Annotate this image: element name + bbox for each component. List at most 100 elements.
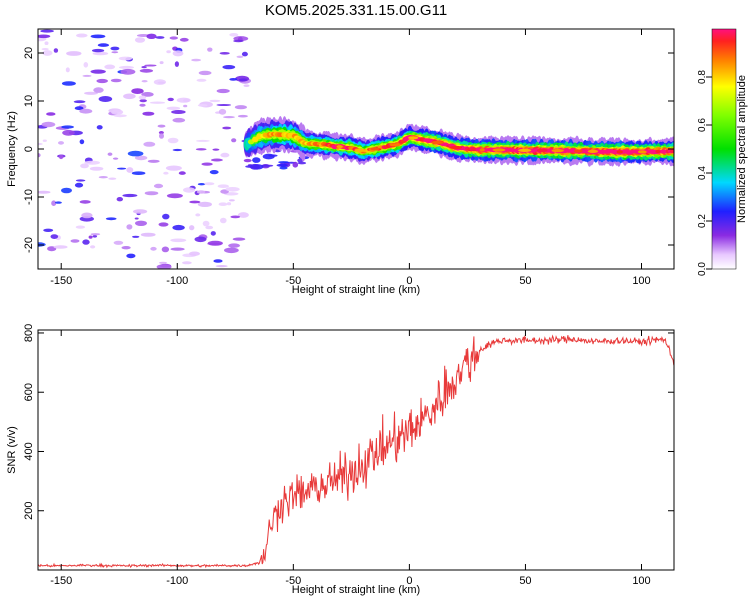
noise-blob bbox=[232, 237, 246, 241]
noise-blob bbox=[61, 81, 76, 86]
x-tick-label: -50 bbox=[285, 275, 301, 287]
colorbar-label: Normalized spectral amplitude bbox=[736, 75, 748, 223]
noise-blob bbox=[198, 70, 212, 76]
colorbar-tick-label: 0.2 bbox=[697, 214, 708, 228]
noise-blob bbox=[162, 213, 170, 220]
y-tick-label: 200 bbox=[23, 502, 35, 520]
x-tick-label: 0 bbox=[406, 575, 412, 587]
noise-blob bbox=[207, 47, 213, 52]
noise-blob bbox=[191, 58, 202, 62]
noise-blob bbox=[66, 51, 82, 56]
noise-blob bbox=[110, 78, 122, 83]
snr-panel: -150 -100 -50 0 50 100 200 400 600 800 Height of … bbox=[6, 324, 675, 596]
noise-blob bbox=[88, 235, 93, 239]
noise-blob bbox=[81, 212, 93, 219]
noise-blob bbox=[92, 51, 109, 56]
noise-blob bbox=[165, 165, 182, 171]
x-tick-label: -150 bbox=[50, 275, 72, 287]
noise-blob bbox=[217, 184, 229, 188]
noise-blob bbox=[159, 261, 167, 264]
noise-blob bbox=[80, 163, 89, 169]
y-tick-label: 800 bbox=[23, 324, 35, 342]
noise-blob bbox=[268, 154, 278, 157]
noise-blob bbox=[237, 114, 248, 118]
noise-blob bbox=[96, 78, 108, 84]
noise-blob bbox=[183, 104, 188, 108]
noise-blob bbox=[197, 104, 208, 107]
ridge-peak bbox=[449, 145, 463, 150]
noise-blob bbox=[79, 139, 85, 145]
noise-blob bbox=[167, 137, 179, 144]
noise-blob bbox=[233, 39, 244, 43]
noise-blob bbox=[90, 233, 101, 236]
noise-blob bbox=[216, 104, 232, 106]
noise-blob bbox=[279, 166, 288, 170]
x-tick-label: 50 bbox=[519, 275, 531, 287]
noise-blob bbox=[236, 55, 244, 58]
noise-blob bbox=[241, 51, 248, 57]
noise-blob bbox=[132, 235, 140, 238]
noise-blob bbox=[111, 51, 119, 54]
noise-blob bbox=[126, 167, 134, 173]
noise-blob bbox=[170, 238, 187, 243]
noise-blob bbox=[134, 155, 148, 161]
noise-blob bbox=[215, 265, 228, 268]
noise-blob bbox=[108, 177, 117, 180]
noise-blob bbox=[38, 34, 51, 39]
noise-blob bbox=[166, 193, 183, 199]
noise-blob bbox=[61, 125, 74, 129]
noise-blob bbox=[196, 78, 207, 82]
noise-blob bbox=[249, 163, 260, 170]
noise-blob bbox=[223, 116, 235, 119]
noise-blob bbox=[110, 46, 120, 51]
noise-blob bbox=[38, 142, 43, 146]
noise-blob bbox=[127, 150, 144, 157]
noise-blob bbox=[73, 100, 86, 104]
noise-blob bbox=[189, 200, 201, 204]
noise-blob bbox=[218, 108, 227, 115]
noise-blob bbox=[133, 209, 148, 214]
noise-blob bbox=[156, 264, 172, 269]
noise-blob bbox=[42, 50, 53, 56]
noise-blob bbox=[98, 176, 108, 179]
ridge-peak bbox=[408, 136, 419, 140]
y-tick-label: -10 bbox=[23, 189, 35, 205]
noise-blob bbox=[297, 161, 307, 165]
noise-blob bbox=[120, 68, 136, 75]
noise-blob bbox=[142, 111, 155, 116]
noise-blob bbox=[153, 183, 164, 189]
noise-blob bbox=[112, 157, 119, 160]
noise-blob bbox=[218, 202, 228, 206]
noise-blob bbox=[238, 78, 248, 82]
noise-blob bbox=[84, 160, 100, 165]
noise-blob bbox=[210, 158, 223, 162]
ridge-peak bbox=[616, 150, 623, 154]
ridge-peak bbox=[637, 150, 647, 154]
snr-axes: -150 -100 -50 0 50 100 200 400 600 800 bbox=[23, 324, 674, 587]
ridge-peak bbox=[354, 148, 366, 152]
y-tick-label: 20 bbox=[23, 47, 35, 59]
spectrogram-marks bbox=[38, 29, 674, 269]
noise-blob bbox=[84, 91, 98, 95]
noise-blob bbox=[141, 66, 147, 69]
noise-blob bbox=[147, 159, 160, 163]
noise-blob bbox=[126, 253, 136, 259]
noise-blob bbox=[166, 106, 181, 111]
noise-blob bbox=[131, 171, 146, 175]
noise-blob bbox=[172, 50, 184, 57]
snr-marks bbox=[38, 334, 674, 569]
noise-blob bbox=[131, 88, 144, 94]
noise-blob bbox=[105, 217, 117, 221]
noise-blob bbox=[172, 117, 186, 123]
y-tick-label: 0 bbox=[23, 146, 35, 152]
noise-blob bbox=[230, 215, 241, 219]
noise-blob bbox=[194, 236, 207, 243]
noise-blob bbox=[157, 81, 165, 84]
noise-blob bbox=[163, 171, 169, 175]
noise-blob bbox=[204, 182, 215, 186]
snr-xlabel: Height of straight line (km) bbox=[292, 584, 420, 596]
noise-blob bbox=[149, 101, 166, 104]
y-tick-label: 600 bbox=[23, 383, 35, 401]
